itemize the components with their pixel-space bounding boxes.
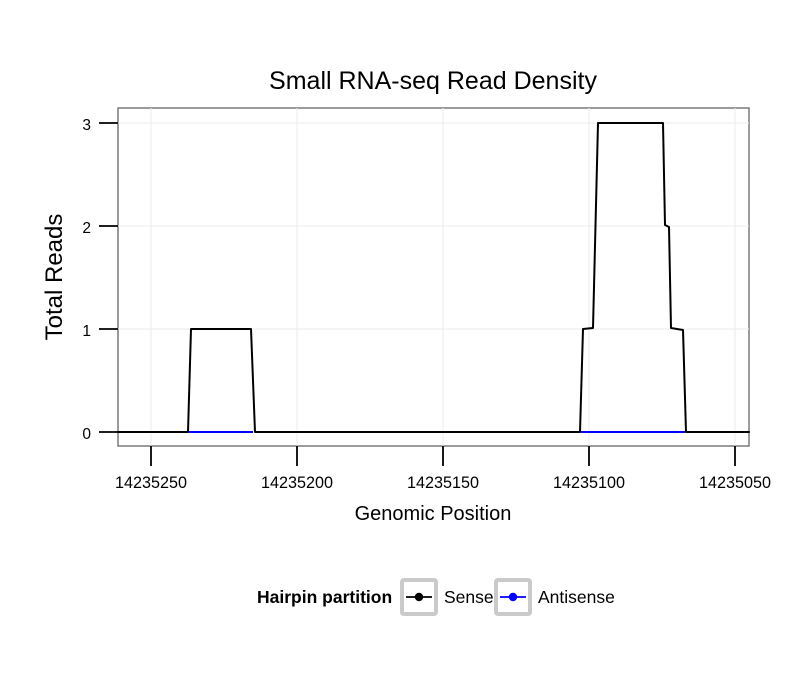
svg-text:Antisense: Antisense [538,587,615,607]
svg-text:14235250: 14235250 [115,474,187,492]
svg-text:2: 2 [82,220,91,237]
svg-text:14235150: 14235150 [407,474,479,492]
svg-text:0: 0 [82,426,91,443]
svg-text:14235050: 14235050 [699,474,771,492]
svg-text:Hairpin partition: Hairpin partition [257,587,392,607]
svg-text:1: 1 [82,323,91,340]
svg-text:Small RNA-seq Read Density: Small RNA-seq Read Density [269,67,597,95]
svg-text:Total Reads: Total Reads [41,214,68,341]
svg-text:14235200: 14235200 [261,474,333,492]
svg-text:Genomic Position: Genomic Position [355,503,512,525]
svg-text:Sense: Sense [444,587,494,607]
svg-text:3: 3 [82,117,91,134]
svg-text:14235100: 14235100 [553,474,625,492]
